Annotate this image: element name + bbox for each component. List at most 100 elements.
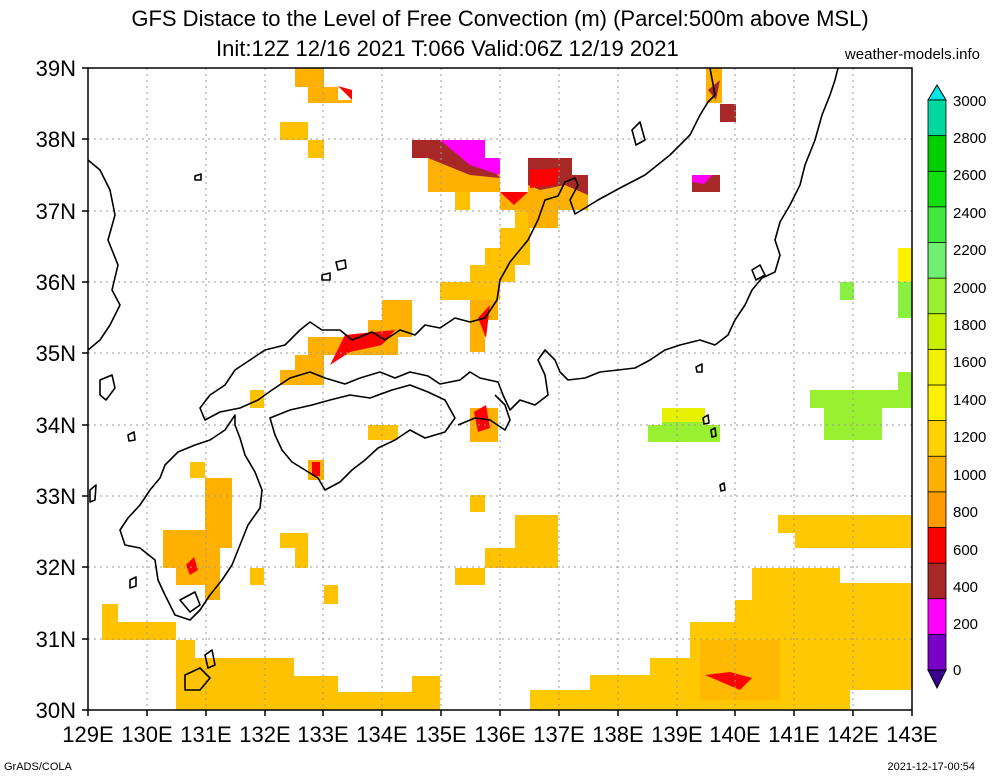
colorbar-label: 2600 <box>953 167 986 184</box>
colorbar: 3000 2800 2600 2400 2200 2000 1800 1600 … <box>927 84 986 690</box>
colorbar-segment <box>927 313 947 351</box>
lon-label: 130E <box>121 722 172 747</box>
field-cell <box>190 462 205 478</box>
colorbar-segment <box>927 135 947 173</box>
field-area-hokuriku <box>440 210 530 300</box>
colorbar-label: 0 <box>953 662 961 679</box>
coastline-islet <box>129 576 137 589</box>
colorbar-segments <box>927 99 947 671</box>
field-min-southeast <box>705 672 752 690</box>
colorbar-segment <box>927 562 947 600</box>
coastline-honshu <box>199 67 839 421</box>
footer-software-label: GrADS/COLA <box>4 761 72 773</box>
field-min-noto <box>530 168 560 188</box>
colorbar-label: 3000 <box>953 93 986 110</box>
field-area-southeast <box>530 515 912 710</box>
field-cell <box>280 533 308 568</box>
lon-label: 133E <box>297 722 348 747</box>
colorbar-label: 2400 <box>953 205 986 222</box>
colorbar-segment <box>927 348 947 386</box>
field-cell <box>898 282 912 318</box>
latitude-labels: 39N 38N 37N 36N 35N 34N 33N 32N 31N 30N <box>36 56 76 723</box>
lon-label: 137E <box>533 722 584 747</box>
field-min-cell <box>312 462 320 476</box>
map-grid <box>88 68 912 710</box>
colorbar-label: 2200 <box>953 242 986 259</box>
coastline-islet <box>719 482 726 492</box>
field-cell <box>455 192 470 210</box>
credit-label: weather-models.info <box>844 46 980 63</box>
field-min-chugoku <box>330 330 395 365</box>
field-min-sea-of-japan <box>440 140 500 175</box>
colorbar-label: 600 <box>953 542 978 559</box>
colorbar-segment <box>927 277 947 315</box>
colorbar-segment <box>927 384 947 422</box>
field-min-cell <box>500 192 528 205</box>
coastline-islet <box>695 363 703 373</box>
lat-label: 38N <box>36 127 76 152</box>
field-cell <box>368 425 398 440</box>
lon-label: 136E <box>474 722 525 747</box>
coastline-oki <box>335 259 347 271</box>
coastline-islet <box>702 414 710 425</box>
field-cell <box>470 495 485 512</box>
coastline-shikoku <box>269 384 456 491</box>
field-min-cell <box>338 86 352 100</box>
colorbar-label: 800 <box>953 504 978 521</box>
field-area-north-west <box>295 68 352 103</box>
field-cell <box>455 568 485 585</box>
field-area-southwest <box>102 604 176 640</box>
colorbar-label: 1200 <box>953 429 986 446</box>
coastline-islet <box>204 649 216 669</box>
coastline-islet <box>321 272 331 281</box>
lat-label: 33N <box>36 484 76 509</box>
coastline-tsushima <box>99 374 116 401</box>
colorbar-segment <box>927 420 947 458</box>
coastline-islet <box>179 591 201 613</box>
colorbar-label: 1000 <box>953 467 986 484</box>
colorbar-segment <box>927 491 947 529</box>
lat-label: 34N <box>36 413 76 438</box>
coastline-tanegashima <box>184 667 211 691</box>
footer-timestamp: 2021-12-17-00:54 <box>887 761 975 773</box>
field-min-cell <box>692 175 712 184</box>
colorbar-label: 2000 <box>953 280 986 297</box>
field-area-southeast-core <box>700 640 780 700</box>
lon-label: 135E <box>415 722 466 747</box>
field-cell <box>280 122 308 140</box>
colorbar-label: 400 <box>953 579 978 596</box>
field-area-izu-core <box>662 408 705 422</box>
coastline-islet <box>127 431 136 442</box>
lat-label: 32N <box>36 555 76 580</box>
lat-label: 39N <box>36 56 76 81</box>
colorbar-segment <box>927 598 947 636</box>
colorbar-label: 200 <box>953 616 978 633</box>
colorbar-segment <box>927 206 947 244</box>
field-area-kyushu <box>163 478 232 600</box>
lon-label: 131E <box>180 722 231 747</box>
lon-label: 134E <box>356 722 407 747</box>
coastline-islet <box>194 173 202 181</box>
chart-title: GFS Distace to the Level of Free Convect… <box>131 6 869 31</box>
lat-label: 36N <box>36 270 76 295</box>
field-cell <box>898 248 912 282</box>
lon-label: 142E <box>827 722 878 747</box>
coastline-goto <box>89 484 97 503</box>
axis-ticks <box>82 67 913 716</box>
colorbar-segment <box>927 527 947 565</box>
colorbar-labels: 3000 2800 2600 2400 2200 2000 1800 1600 … <box>953 93 986 679</box>
lon-label: 139E <box>651 722 702 747</box>
field-area-east-ocean <box>810 372 912 440</box>
lon-label: 138E <box>592 722 643 747</box>
field-min-kansai <box>478 305 490 338</box>
lat-label: 37N <box>36 199 76 224</box>
colorbar-segment <box>927 633 947 671</box>
colorbar-segment <box>927 99 947 137</box>
colorbar-label: 2800 <box>953 130 986 147</box>
coastline-kii <box>457 394 511 431</box>
field-min-kyushu <box>186 557 198 575</box>
coastline-islet <box>710 427 717 438</box>
coastline-kyushu <box>119 414 263 621</box>
field-gap-southeast <box>850 690 912 710</box>
